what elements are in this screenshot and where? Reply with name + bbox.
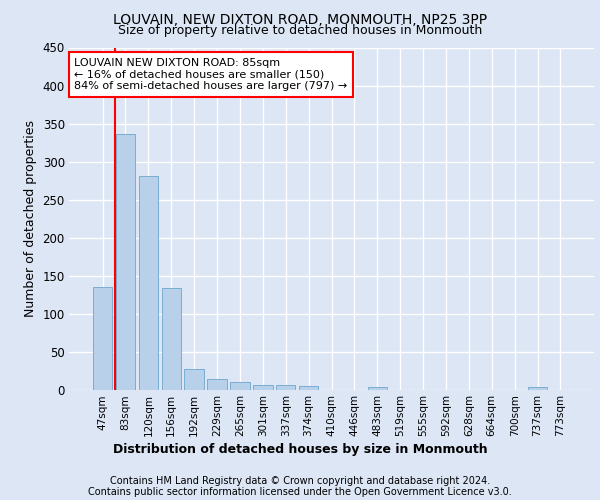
Bar	[253, 384, 272, 390]
Bar	[184, 370, 204, 390]
Bar	[368, 387, 387, 390]
Text: Contains public sector information licensed under the Open Government Licence v3: Contains public sector information licen…	[88, 487, 512, 497]
Bar	[208, 378, 227, 390]
Y-axis label: Number of detached properties: Number of detached properties	[24, 120, 37, 318]
Text: LOUVAIN, NEW DIXTON ROAD, MONMOUTH, NP25 3PP: LOUVAIN, NEW DIXTON ROAD, MONMOUTH, NP25…	[113, 12, 487, 26]
Text: Distribution of detached houses by size in Monmouth: Distribution of detached houses by size …	[113, 442, 487, 456]
Bar	[116, 134, 135, 390]
Text: Size of property relative to detached houses in Monmouth: Size of property relative to detached ho…	[118, 24, 482, 37]
Bar	[230, 382, 250, 390]
Bar	[139, 176, 158, 390]
Bar	[528, 387, 547, 390]
Bar	[161, 288, 181, 390]
Text: LOUVAIN NEW DIXTON ROAD: 85sqm
← 16% of detached houses are smaller (150)
84% of: LOUVAIN NEW DIXTON ROAD: 85sqm ← 16% of …	[74, 58, 347, 91]
Bar	[93, 287, 112, 390]
Text: Contains HM Land Registry data © Crown copyright and database right 2024.: Contains HM Land Registry data © Crown c…	[110, 476, 490, 486]
Bar	[299, 386, 319, 390]
Bar	[276, 386, 295, 390]
